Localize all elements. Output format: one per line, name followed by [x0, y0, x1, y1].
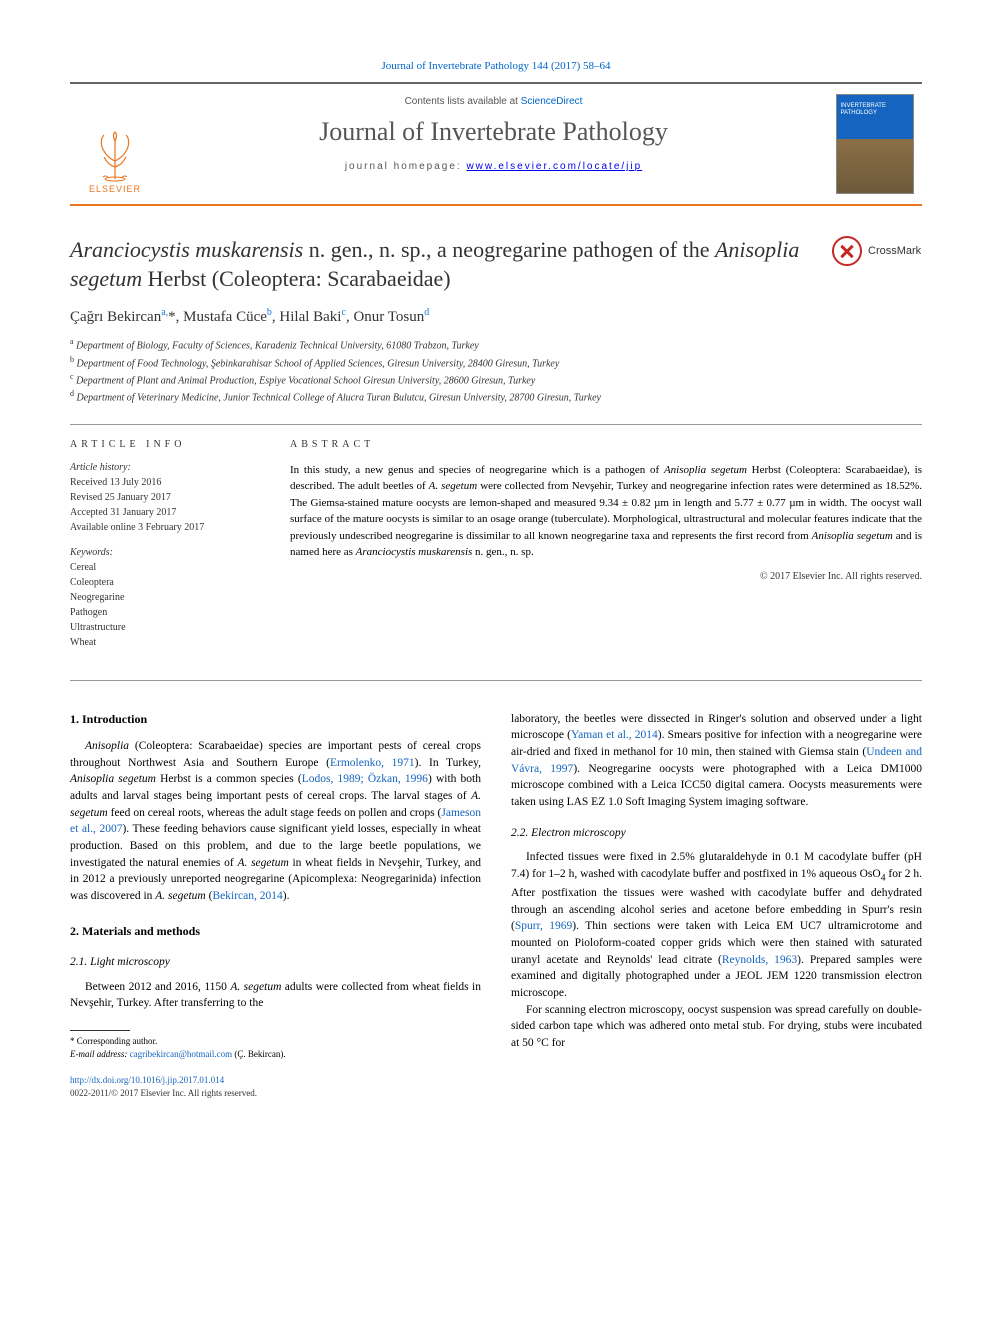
elsevier-label: ELSEVIER — [89, 184, 141, 194]
affiliation: c Department of Plant and Animal Product… — [70, 371, 922, 388]
history-label: Article history: — [70, 462, 250, 473]
authors-line: Çağrı Bekircana,*, Mustafa Cüceb, Hilal … — [70, 307, 922, 326]
section-heading-intro: 1. Introduction — [70, 711, 481, 728]
homepage-line: journal homepage: www.elsevier.com/locat… — [170, 161, 817, 172]
article-info-heading: ARTICLE INFO — [70, 439, 250, 450]
publisher-logo-area: ELSEVIER — [70, 84, 160, 204]
s21-paragraph: Between 2012 and 2016, 1150 A. segetum a… — [70, 979, 481, 1012]
affiliation: a Department of Biology, Faculty of Scie… — [70, 336, 922, 353]
subsection-heading-22: 2.2. Electron microscopy — [511, 825, 922, 842]
divider — [70, 424, 922, 425]
keyword: Pathogen — [70, 605, 250, 620]
header-citation: Journal of Invertebrate Pathology 144 (2… — [70, 60, 922, 72]
affiliations: a Department of Biology, Faculty of Scie… — [70, 336, 922, 405]
journal-cover-thumbnail[interactable]: INVERTEBRATE PATHOLOGY — [836, 94, 914, 194]
article-info-col: ARTICLE INFO Article history: Received 1… — [70, 439, 250, 662]
homepage-link[interactable]: www.elsevier.com/locate/jip — [466, 161, 642, 172]
divider — [70, 680, 922, 681]
page: Journal of Invertebrate Pathology 144 (2… — [0, 0, 992, 1139]
intro-paragraph: Anisoplia (Coleoptera: Scarabaeidae) spe… — [70, 738, 481, 905]
journal-name: Journal of Invertebrate Pathology — [170, 117, 817, 147]
keyword: Ultrastructure — [70, 620, 250, 635]
history-item: Available online 3 February 2017 — [70, 520, 250, 535]
footnote-rule — [70, 1030, 130, 1031]
sciencedirect-link[interactable]: ScienceDirect — [521, 96, 583, 107]
keyword: Neogregarine — [70, 590, 250, 605]
s22-paragraph-2: For scanning electron microscopy, oocyst… — [511, 1002, 922, 1052]
masthead-center: Contents lists available at ScienceDirec… — [160, 84, 827, 204]
cover-thumb-area: INVERTEBRATE PATHOLOGY — [827, 84, 922, 204]
contents-line: Contents lists available at ScienceDirec… — [170, 96, 817, 107]
masthead: ELSEVIER Contents lists available at Sci… — [70, 82, 922, 206]
history-item: Accepted 31 January 2017 — [70, 505, 250, 520]
issn-copyright: 0022-2011/© 2017 Elsevier Inc. All right… — [70, 1088, 257, 1098]
affiliation: b Department of Food Technology, Şebinka… — [70, 354, 922, 371]
body-columns: 1. Introduction Anisoplia (Coleoptera: S… — [70, 711, 922, 1100]
elsevier-tree-icon — [90, 129, 140, 184]
crossmark-widget[interactable]: CrossMark — [832, 236, 922, 266]
cover-thumb-title: INVERTEBRATE PATHOLOGY — [841, 103, 909, 116]
contents-prefix: Contents lists available at — [405, 96, 521, 107]
body-col-right: laboratory, the beetles were dissected i… — [511, 711, 922, 1100]
footnotes: * Corresponding author. E-mail address: … — [70, 1035, 481, 1060]
bottom-meta: http://dx.doi.org/10.1016/j.jip.2017.01.… — [70, 1074, 481, 1099]
history-item: Revised 25 January 2017 — [70, 490, 250, 505]
section-heading-methods: 2. Materials and methods — [70, 923, 481, 940]
subsection-heading-21: 2.1. Light microscopy — [70, 954, 481, 971]
email-line: E-mail address: cagribekircan@hotmail.co… — [70, 1048, 481, 1061]
abstract-heading: ABSTRACT — [290, 439, 922, 450]
corresponding-author: * Corresponding author. — [70, 1035, 481, 1048]
s22-paragraph-1: Infected tissues were fixed in 2.5% glut… — [511, 849, 922, 1002]
title-block: Aranciocystis muskarensis n. gen., n. sp… — [70, 236, 922, 293]
history-item: Received 13 July 2016 — [70, 475, 250, 490]
keyword: Wheat — [70, 635, 250, 650]
history-list: Received 13 July 2016 Revised 25 January… — [70, 475, 250, 535]
crossmark-icon — [832, 236, 862, 266]
info-abstract-row: ARTICLE INFO Article history: Received 1… — [70, 439, 922, 662]
email-link[interactable]: cagribekircan@hotmail.com — [130, 1049, 233, 1059]
abstract-text: In this study, a new genus and species o… — [290, 462, 922, 561]
title-main: Aranciocystis muskarensis n. gen., n. sp… — [70, 236, 812, 293]
article-title: Aranciocystis muskarensis n. gen., n. sp… — [70, 236, 812, 293]
keywords-list: Cereal Coleoptera Neogregarine Pathogen … — [70, 560, 250, 650]
keyword: Coleoptera — [70, 575, 250, 590]
crossmark-label: CrossMark — [868, 245, 921, 257]
doi-link[interactable]: http://dx.doi.org/10.1016/j.jip.2017.01.… — [70, 1075, 224, 1085]
keywords-label: Keywords: — [70, 547, 250, 558]
cont-paragraph: laboratory, the beetles were dissected i… — [511, 711, 922, 811]
abstract-copyright: © 2017 Elsevier Inc. All rights reserved… — [290, 571, 922, 582]
affiliation: d Department of Veterinary Medicine, Jun… — [70, 388, 922, 405]
body-col-left: 1. Introduction Anisoplia (Coleoptera: S… — [70, 711, 481, 1100]
keyword: Cereal — [70, 560, 250, 575]
elsevier-logo[interactable]: ELSEVIER — [80, 114, 150, 194]
homepage-prefix: journal homepage: — [345, 161, 467, 172]
citation-link[interactable]: Journal of Invertebrate Pathology 144 (2… — [381, 60, 610, 72]
abstract-col: ABSTRACT In this study, a new genus and … — [290, 439, 922, 662]
